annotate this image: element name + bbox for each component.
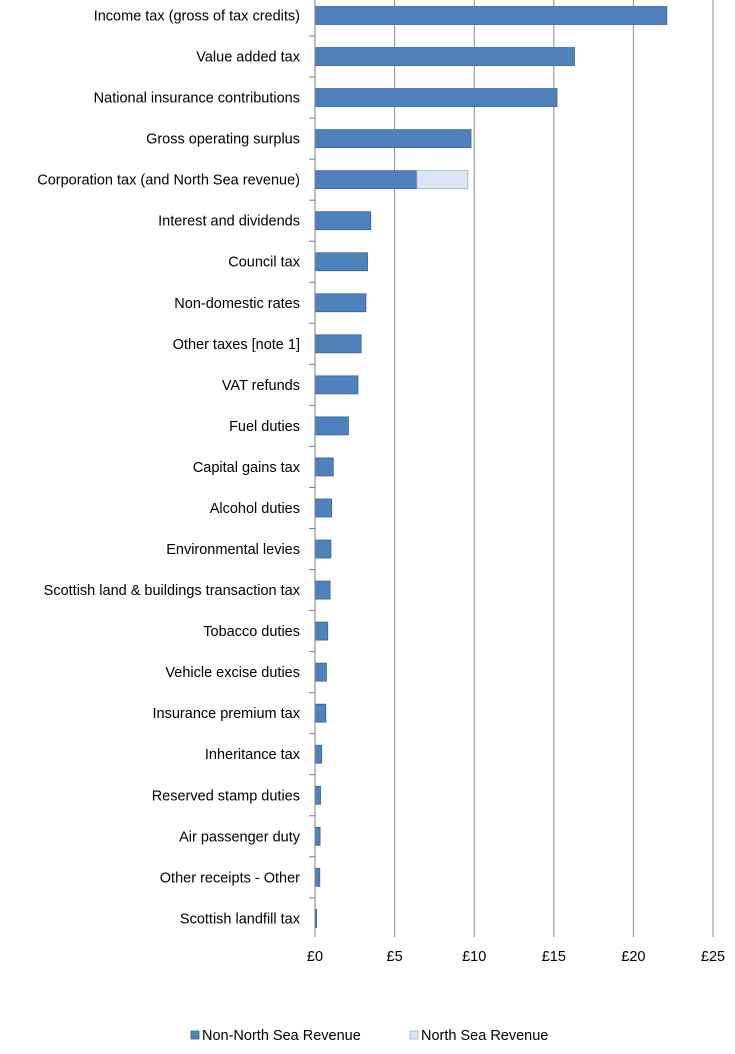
category-label: National insurance contributions xyxy=(94,91,300,107)
bar-non-north-sea-14 xyxy=(314,580,331,600)
category-label: Non-domestic rates xyxy=(174,296,300,312)
bar-non-north-sea-19 xyxy=(314,785,321,805)
category-label: Income tax (gross of tax credits) xyxy=(94,9,300,25)
bar-non-north-sea-11 xyxy=(314,457,334,477)
bar-non-north-sea-8 xyxy=(314,334,362,354)
bar-non-north-sea-20 xyxy=(314,826,321,846)
bar-non-north-sea-6 xyxy=(314,252,368,272)
category-label: Council tax xyxy=(228,255,300,271)
category-label: Scottish landfill tax xyxy=(180,911,301,927)
category-label: VAT refunds xyxy=(222,378,300,394)
x-tick-label: £20 xyxy=(621,949,645,965)
category-label: Tobacco duties xyxy=(203,624,300,640)
bar-non-north-sea-17 xyxy=(314,703,327,723)
y-axis xyxy=(309,0,316,937)
x-tick-label: £10 xyxy=(462,949,486,965)
bar-non-north-sea-9 xyxy=(314,375,359,395)
bar-non-north-sea-12 xyxy=(314,498,333,518)
bars xyxy=(314,6,668,928)
legend-swatch-0 xyxy=(190,1030,200,1040)
x-tick-label: £5 xyxy=(387,949,403,965)
bar-non-north-sea-13 xyxy=(314,539,332,559)
category-label: Corporation tax (and North Sea revenue) xyxy=(37,173,300,189)
bar-non-north-sea-10 xyxy=(314,416,349,436)
gridlines xyxy=(394,0,714,937)
category-label: Environmental levies xyxy=(166,542,300,558)
legend-label-0: Non-North Sea Revenue xyxy=(202,1028,361,1044)
bar-non-north-sea-15 xyxy=(314,621,329,641)
category-label: Inheritance tax xyxy=(205,747,301,763)
category-label: Gross operating surplus xyxy=(146,132,300,148)
legend-swatch-1 xyxy=(409,1030,419,1040)
bar-non-north-sea-1 xyxy=(314,47,575,66)
category-label: Value added tax xyxy=(196,50,300,66)
category-label: Interest and dividends xyxy=(158,214,300,230)
x-tick-labels: £0 £5 £10 £15 £20 £25 xyxy=(307,949,725,965)
category-label: Reserved stamp duties xyxy=(152,788,300,804)
category-label: Other taxes [note 1] xyxy=(173,337,300,353)
bar-non-north-sea-0 xyxy=(314,6,668,25)
category-label: Fuel duties xyxy=(229,419,300,435)
bar-non-north-sea-2 xyxy=(314,88,558,107)
bar-non-north-sea-3 xyxy=(314,129,472,149)
x-tick-label: £0 xyxy=(307,949,323,965)
category-labels: Income tax (gross of tax credits) Value a… xyxy=(37,9,301,928)
legend-label-1: North Sea Revenue xyxy=(421,1028,548,1044)
bar-non-north-sea-7 xyxy=(314,293,367,313)
category-label: Other receipts - Other xyxy=(160,870,300,886)
bar-non-north-sea-5 xyxy=(314,211,372,231)
bar-north-sea-4 xyxy=(416,170,469,190)
bar-non-north-sea-16 xyxy=(314,662,327,682)
x-tick-label: £15 xyxy=(542,949,566,965)
bar-non-north-sea-4 xyxy=(314,170,418,190)
category-label: Air passenger duty xyxy=(179,829,301,845)
category-label: Alcohol duties xyxy=(210,501,300,517)
category-label: Insurance premium tax xyxy=(153,706,301,722)
bar-non-north-sea-21 xyxy=(314,867,321,887)
x-tick-label: £25 xyxy=(701,949,725,965)
legend: Non-North Sea Revenue North Sea Revenue xyxy=(190,1028,548,1044)
category-label: Scottish land & buildings transaction ta… xyxy=(44,583,301,599)
bar-non-north-sea-18 xyxy=(314,744,323,764)
category-label: Vehicle excise duties xyxy=(165,665,300,681)
category-label: Capital gains tax xyxy=(193,460,301,476)
